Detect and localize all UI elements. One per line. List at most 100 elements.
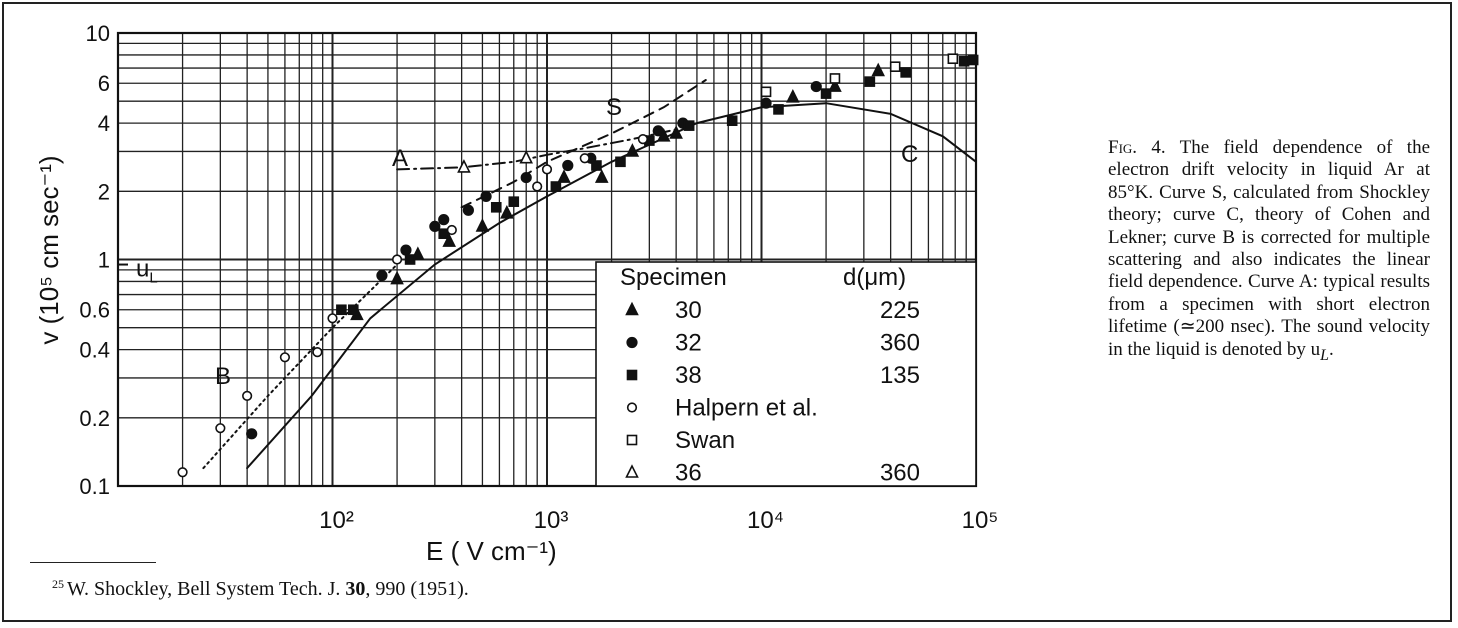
y-tick-label: 0.2 [79, 406, 110, 431]
footnote-volume: 30 [345, 578, 366, 600]
data-point [889, 61, 901, 72]
legend-marker [626, 336, 638, 349]
data-point [457, 159, 471, 173]
labels: 10 6 4 2 1 0.6 0.4 0.2 0.1 10² 10³ 10⁴ 10⁵ E ( V cm⁻¹… [34, 21, 998, 566]
curve-S [460, 79, 707, 209]
data-point [550, 181, 562, 192]
data-point [541, 164, 553, 175]
data-point [490, 202, 502, 213]
data-point [557, 169, 571, 183]
data-point [347, 304, 359, 316]
data-point [773, 104, 784, 115]
data-point [532, 181, 543, 192]
x-tick-label: 10⁴ [747, 507, 784, 534]
data-point [312, 347, 323, 358]
grid [116, 31, 978, 488]
data-point [438, 228, 450, 239]
data-point [828, 78, 842, 92]
legend-series-name: 32 [675, 330, 702, 357]
data-point [404, 254, 416, 265]
footnote: 25 W. Shockley, Bell System Tech. J. 30, … [52, 577, 469, 601]
data-point [871, 62, 885, 77]
footnote-mark: 25 [52, 577, 64, 591]
legend-series-name: Halpern et al. [675, 395, 818, 422]
y-tick-label: 4 [98, 111, 110, 136]
data-point [947, 53, 959, 65]
legend-series-name: 36 [675, 460, 702, 487]
legend-marker [625, 464, 639, 478]
data-point [376, 269, 388, 282]
data-point [462, 204, 474, 216]
legend-series-d: 360 [880, 460, 920, 487]
caption-lead: Fig. 4. [1108, 137, 1166, 158]
legend-series-d: 225 [880, 297, 920, 324]
x-tick-label: 10³ [534, 507, 569, 534]
curve-label-A: A [392, 145, 408, 172]
legend-marker [626, 369, 638, 381]
data-point [475, 218, 490, 232]
y-tick-label: 0.6 [79, 298, 110, 323]
data-point [760, 97, 772, 109]
data-point [726, 115, 738, 127]
caption-end: . [1328, 338, 1334, 360]
x-axis-label: E ( V cm⁻¹) [426, 536, 557, 566]
y-tick-label: 2 [98, 179, 110, 204]
data-point [215, 423, 226, 434]
data-point [652, 125, 664, 137]
data-point [864, 76, 876, 87]
curve-C [246, 102, 977, 470]
footnote-rest: , 990 (1951). [365, 578, 469, 600]
data-point [760, 86, 772, 98]
data-point [519, 149, 534, 164]
data-point [967, 54, 979, 66]
footnote-text: W. Shockley, Bell System Tech. J. [67, 578, 346, 600]
y-tick-label: 0.1 [79, 474, 110, 499]
y-tick-label: 0.4 [79, 338, 110, 363]
legend-marker [626, 434, 638, 446]
legend-marker [625, 301, 639, 316]
legend-series-name: 38 [675, 362, 702, 389]
data-point [958, 55, 970, 67]
footnote-rule [30, 562, 156, 563]
legend-marker [626, 402, 638, 413]
data-point [829, 73, 841, 84]
legend-series-d: 135 [880, 362, 920, 389]
caption-body: The field dependence of the electron dri… [1108, 137, 1430, 360]
data-point [591, 160, 602, 171]
x-tick-label: 10⁵ [962, 507, 999, 534]
legend-series-d: 360 [880, 330, 920, 357]
data-point [327, 313, 338, 324]
data-point [390, 270, 404, 285]
legend-header-specimen: Specimen [620, 264, 727, 291]
curve-B [202, 263, 399, 470]
data-point [438, 214, 450, 226]
figure-caption: Fig. 4. The field dependence of the elec… [1108, 137, 1430, 367]
y-tick-label: 10 [86, 21, 110, 46]
data-point [242, 390, 253, 401]
curve-label-B: B [215, 363, 231, 390]
data-point [615, 156, 626, 168]
chart: 10 6 4 2 1 0.6 0.4 0.2 0.1 10² 10³ 10⁴ 10⁵ E ( V cm⁻¹… [34, 21, 998, 566]
data-point [520, 171, 532, 184]
y-tick-label: 1 [98, 248, 110, 273]
data-point [508, 196, 520, 207]
y-axis-label: v (10⁵ cm sec⁻¹) [34, 155, 64, 344]
data-point [625, 143, 640, 157]
curve-label-C: C [901, 141, 918, 168]
plot-border [116, 31, 978, 488]
legend-background [595, 261, 977, 487]
data-point [446, 224, 457, 236]
legend-header-d: d(μm) [843, 264, 906, 291]
data-point [637, 134, 649, 145]
caption-subscript: L [1320, 346, 1329, 364]
data-point [246, 428, 258, 440]
data-point [562, 159, 574, 172]
data-point [400, 244, 412, 256]
data-point [480, 190, 492, 202]
data-point [279, 352, 291, 363]
data-point [177, 467, 188, 478]
data-point [429, 220, 441, 233]
legend-series-name: Swan [675, 427, 735, 454]
data-point [391, 254, 403, 265]
